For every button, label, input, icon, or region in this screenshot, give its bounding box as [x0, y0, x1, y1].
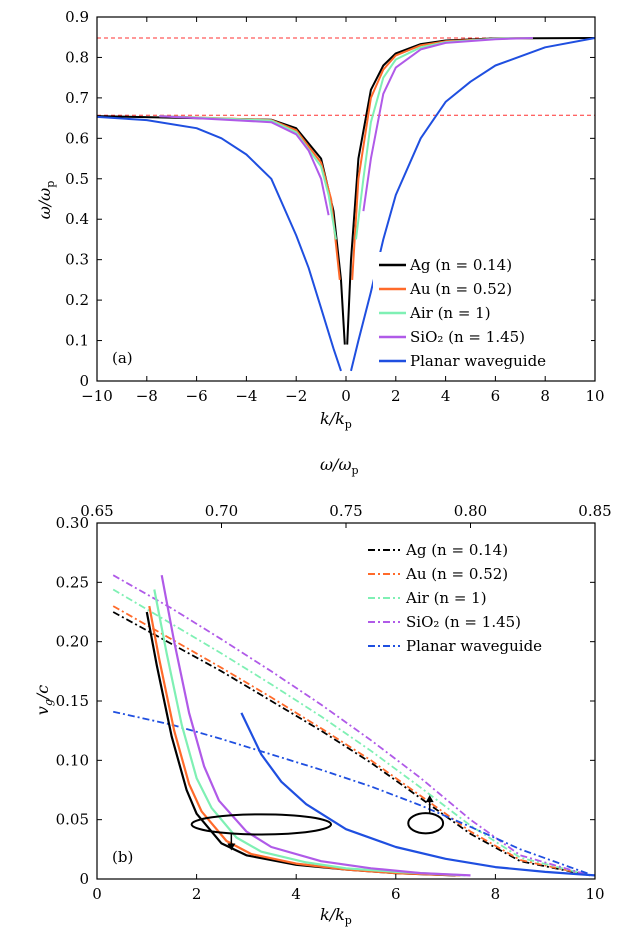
y-tick-label: 0.10	[56, 751, 89, 769]
chart-b: 0 2 4 6 8 10 0.65 0.70 0.75 0.80 0.85 0 0.05 0.10 0.…	[33, 455, 612, 927]
x-tick-label: 2	[391, 387, 401, 405]
x-tick-label: 0	[92, 885, 102, 903]
x-tick-label: 6	[491, 387, 501, 405]
y-tick-label: 0.05	[56, 811, 89, 829]
y-tick-label: 0.7	[65, 89, 89, 107]
series-omega-1	[112, 605, 591, 877]
y-tick-label: 0.6	[65, 129, 89, 147]
x-tick-label: −4	[235, 387, 257, 405]
series-3-left-branch	[159, 115, 330, 216]
chart-a-panel-label: (a)	[112, 349, 133, 367]
chart-a-x-label: k/kp	[320, 409, 352, 431]
y-tick-label: 0	[79, 372, 89, 390]
series-omega-3	[112, 574, 591, 877]
series-k-1	[148, 605, 461, 877]
series-k-4	[240, 712, 596, 877]
chart-b-panel-label: (b)	[112, 848, 133, 866]
arrow-up-icon	[425, 795, 434, 803]
y-tick-label: 0.1	[65, 332, 89, 350]
y-tick-label: 0.3	[65, 251, 89, 269]
top-x-tick-label: 0.85	[578, 502, 611, 520]
y-tick-label: 0.2	[65, 291, 89, 309]
series-4-left-branch	[96, 115, 342, 372]
top-x-tick-label: 0.70	[205, 502, 238, 520]
legend-entry: Au (n = 0.52)	[405, 565, 508, 583]
chart-b-frame	[96, 522, 596, 880]
legend-entry: Planar waveguide	[406, 637, 542, 655]
series-3-right-branch	[362, 37, 533, 212]
x-tick-label: −8	[136, 387, 158, 405]
y-tick-label: 0.15	[56, 692, 89, 710]
chart-b-y-ticks: 0 0.05 0.10 0.15 0.20 0.25 0.30	[56, 514, 595, 888]
series-omega-2	[112, 588, 591, 877]
series-k-3	[160, 574, 471, 877]
series-omega-4	[113, 710, 591, 876]
chart-a-y-label: ω/ωp	[35, 181, 57, 220]
top-x-tick-label: 0.75	[329, 502, 362, 520]
chart-b-legend: Ag (n = 0.14) Au (n = 0.52) Air (n = 1) SiO…	[368, 541, 542, 655]
x-tick-label: 10	[585, 885, 604, 903]
chart-b-x-ticks: 0 2 4 6 8 10	[92, 874, 605, 903]
y-tick-label: 0.25	[56, 573, 89, 591]
series-omega-0	[112, 611, 591, 877]
chart-b-annotations	[190, 795, 445, 851]
annotation-ellipse-0	[190, 813, 333, 836]
x-tick-label: 8	[491, 885, 501, 903]
y-tick-label: 0	[79, 870, 89, 888]
legend-entry: SiO₂ (n = 1.45)	[406, 613, 521, 631]
chart-a-x-ticks: −10 −8 −6 −4 −2 0 2 4 6 8 10	[81, 17, 605, 405]
top-x-tick-label: 0.80	[454, 502, 487, 520]
x-tick-label: 10	[585, 387, 604, 405]
x-tick-label: 2	[192, 885, 202, 903]
chart-a-curves	[96, 37, 596, 372]
chart-a: −10 −8 −6 −4 −2 0 2 4 6 8 10 0 0.1 0.2 0.3 0.4 0.5 0.6 0.…	[35, 8, 605, 431]
legend-entry: Au (n = 0.52)	[409, 280, 512, 298]
y-tick-label: 0.8	[65, 48, 89, 66]
x-tick-label: −2	[285, 387, 307, 405]
legend-entry: Planar waveguide	[410, 352, 546, 370]
series-4-right-branch	[350, 37, 596, 372]
chart-a-y-ticks: 0 0.1 0.2 0.3 0.4 0.5 0.6 0.7 0.8 0.9	[65, 8, 595, 390]
chart-b-curves	[112, 574, 596, 877]
legend-entry: Air (n = 1)	[405, 589, 487, 607]
y-tick-label: 0.30	[56, 514, 89, 532]
x-tick-label: 4	[291, 885, 301, 903]
y-tick-label: 0.4	[65, 210, 89, 228]
series-k-2	[153, 589, 466, 877]
annotation-ellipse-1	[407, 812, 445, 835]
legend-background	[373, 252, 591, 376]
y-tick-label: 0.20	[56, 633, 89, 651]
series-1-left-branch	[159, 115, 341, 281]
series-2-left-branch	[159, 115, 337, 240]
y-tick-label: 0.5	[65, 170, 89, 188]
chart-b-x-label: k/kp	[320, 905, 352, 927]
chart-a-legend: Ag (n = 0.14) Au (n = 0.52) Air (n = 1) SiO…	[373, 252, 591, 376]
legend-entry: SiO₂ (n = 1.45)	[410, 328, 525, 346]
x-tick-label: 4	[441, 387, 451, 405]
x-tick-label: 6	[391, 885, 401, 903]
legend-entry: Air (n = 1)	[409, 304, 491, 322]
chart-a-reference-lines	[97, 37, 595, 116]
chart-b-y-label: vg/c	[33, 685, 55, 715]
y-tick-label: 0.9	[65, 8, 89, 26]
x-tick-label: −6	[186, 387, 208, 405]
x-tick-label: 0	[341, 387, 351, 405]
x-tick-label: −10	[81, 387, 113, 405]
top-x-tick-label: 0.65	[80, 502, 113, 520]
arrow-down-icon	[227, 843, 236, 851]
x-tick-label: 8	[540, 387, 550, 405]
legend-entry: Ag (n = 0.14)	[409, 256, 512, 274]
legend-entry: Ag (n = 0.14)	[405, 541, 508, 559]
chart-b-top-x-ticks: 0.65 0.70 0.75 0.80 0.85	[80, 502, 612, 528]
chart-b-top-x-label: ω/ωp	[320, 455, 359, 477]
